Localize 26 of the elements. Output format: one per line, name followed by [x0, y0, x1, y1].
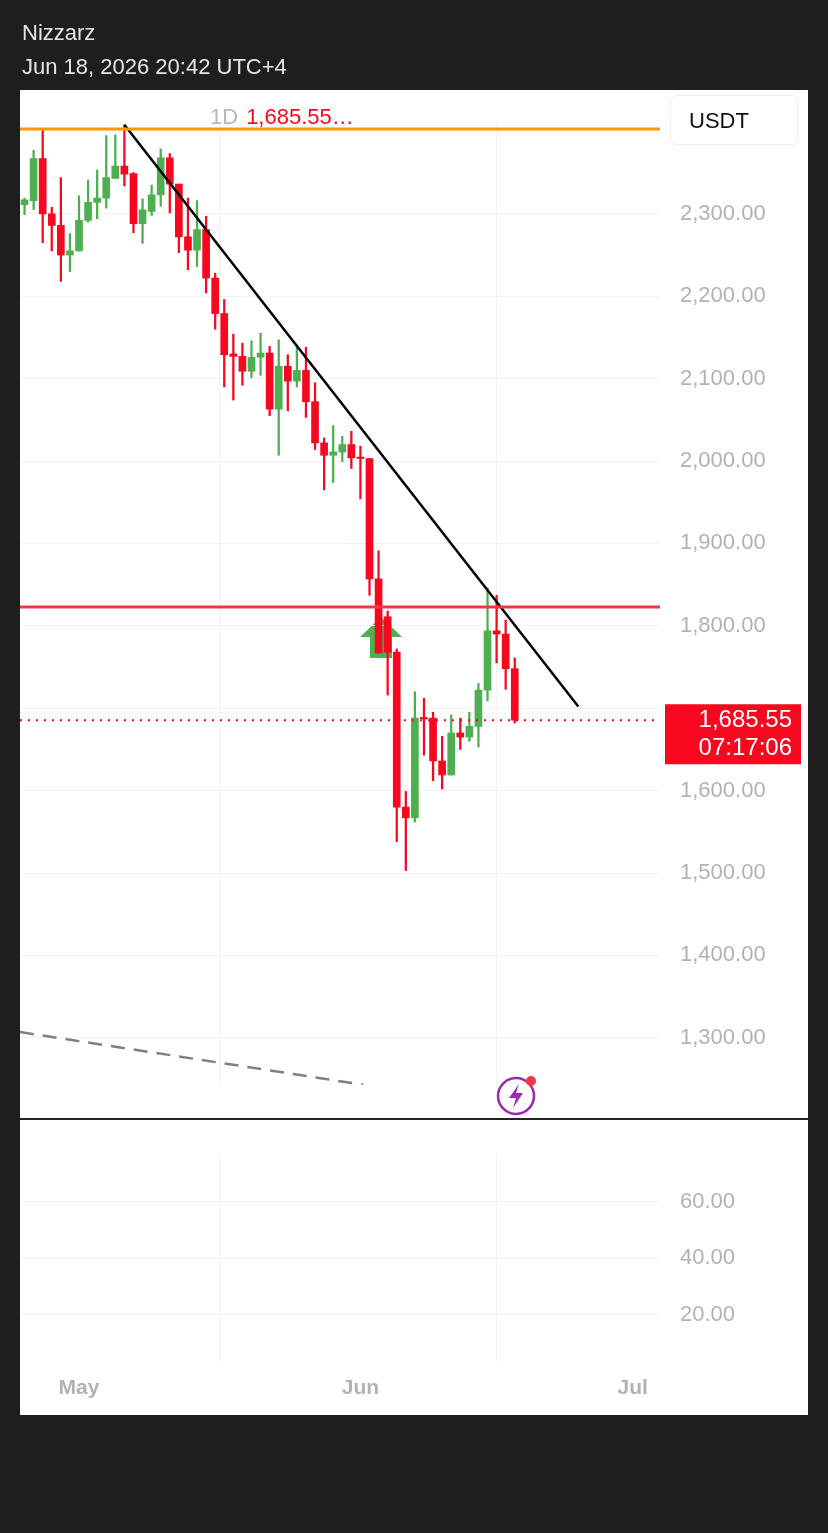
text: USDT [670, 95, 798, 145]
chart-title: 1D [210, 104, 239, 129]
y-tick-label: 1,400.00 [680, 941, 766, 967]
y-tick-label: 60.00 [680, 1187, 736, 1213]
y-tick-label: 1,800.00 [680, 611, 766, 637]
ref-line-label: 1,685.55 [698, 704, 792, 732]
text: Jun 18, 2026 20:42 UTC+4 [22, 54, 287, 80]
y-tick-label: 2,300.00 [680, 199, 766, 225]
x-tick-label: Jul [617, 1375, 648, 1399]
text: Nizzarz [22, 20, 96, 46]
y-tick-label: 40.00 [680, 1244, 736, 1270]
y-tick-label: 2,200.00 [680, 282, 766, 308]
candlestick [492, 595, 501, 664]
y-tick-label: 2,100.00 [680, 364, 766, 390]
y-tick-label: 1,900.00 [680, 529, 766, 555]
candlestick [120, 124, 129, 187]
text: 07:17:06 [698, 732, 792, 760]
x-tick-label: Jun [341, 1375, 380, 1399]
y-tick-label: 20.00 [680, 1301, 736, 1327]
y-tick-label: 1,600.00 [680, 776, 766, 802]
candlestick [256, 332, 265, 376]
x-tick-label: May [58, 1375, 100, 1399]
y-tick-label: 1,500.00 [680, 859, 766, 885]
y-tick-label: 1,300.00 [680, 1023, 766, 1049]
y-tick-label: 2,000.00 [680, 447, 766, 473]
chart-subtitle: 1,685.55… [246, 104, 354, 129]
